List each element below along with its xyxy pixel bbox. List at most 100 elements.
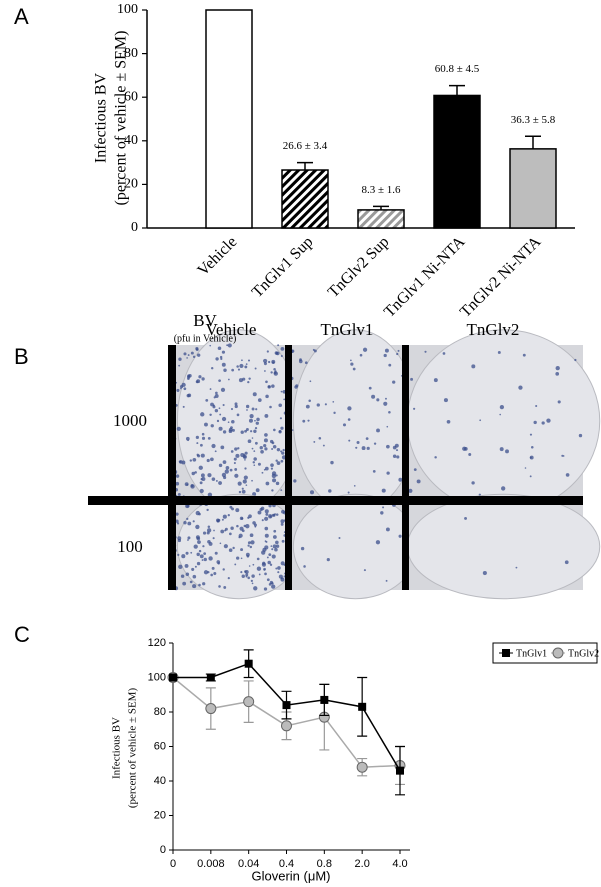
plaque (242, 377, 246, 381)
plaque (253, 523, 257, 527)
plaque (187, 536, 191, 540)
divider (88, 496, 583, 505)
plaque (195, 524, 200, 530)
plaque (238, 378, 244, 383)
photo-grid (88, 329, 601, 600)
bar (433, 94, 481, 229)
plaque (204, 422, 208, 427)
plaque (433, 378, 438, 383)
plaque (280, 354, 283, 358)
plaque (497, 350, 501, 354)
plaque (247, 541, 251, 545)
plaque (214, 408, 219, 413)
plaque (555, 365, 560, 371)
plaque (175, 481, 180, 486)
plaque (220, 387, 226, 392)
plaque (242, 454, 247, 459)
plaque (501, 486, 506, 491)
plaque (244, 467, 247, 470)
plaque (229, 532, 232, 536)
plaque (220, 529, 225, 534)
plaque (261, 550, 266, 555)
plaque (186, 393, 190, 398)
plaque (264, 447, 268, 451)
plaque (392, 454, 397, 458)
plaque (443, 398, 448, 403)
plaque (207, 525, 211, 529)
plaque (271, 584, 276, 589)
plaque (194, 471, 197, 474)
plaque (247, 381, 250, 384)
plaque (396, 455, 400, 459)
y-axis-label: (percent of vehicle ± SEM) (113, 31, 130, 206)
plaque (195, 435, 199, 439)
plaque (185, 436, 190, 441)
plaque (203, 552, 207, 556)
plaque (270, 467, 274, 470)
plaque (244, 570, 249, 574)
plaque (251, 582, 254, 585)
plaque (178, 460, 182, 464)
row-label: 1000 (113, 411, 147, 430)
plaque (221, 350, 226, 354)
plaque (256, 566, 262, 571)
plaque (191, 471, 195, 476)
plaque (265, 394, 269, 399)
plaque (250, 579, 253, 582)
plaque (239, 363, 244, 369)
plaque (210, 424, 214, 428)
plaque (199, 481, 203, 485)
plaque (273, 371, 277, 375)
plaque (352, 367, 356, 371)
plaque (366, 446, 370, 450)
plaque (365, 437, 369, 440)
plaque (350, 362, 354, 366)
plaque (271, 554, 276, 559)
plaque (240, 548, 244, 552)
plaque (218, 481, 222, 485)
plaque (192, 574, 197, 579)
plaque (318, 436, 322, 440)
plaque (269, 563, 273, 566)
plaque (263, 468, 266, 471)
plaque (245, 363, 248, 365)
plaque (265, 380, 268, 384)
plaque (255, 421, 259, 425)
plaque (184, 563, 189, 568)
plaque (265, 481, 270, 486)
plaque (293, 479, 297, 483)
plaque (220, 357, 223, 361)
plaque (257, 398, 262, 402)
plaque (228, 429, 233, 434)
plaque (264, 509, 269, 514)
bar (205, 9, 253, 229)
point (320, 695, 329, 704)
plaque (207, 492, 213, 497)
plaque (230, 450, 234, 453)
value-label: 60.8 ± 4.5 (435, 63, 480, 75)
plaque (250, 430, 253, 433)
plaque (234, 404, 238, 409)
plaque (309, 380, 312, 383)
plaque (215, 479, 218, 482)
plaque (515, 566, 518, 569)
plaque (309, 490, 315, 495)
divider (402, 345, 409, 590)
plaque (210, 573, 213, 577)
plaque (260, 506, 265, 511)
plaque (245, 404, 250, 409)
divider (285, 345, 292, 590)
plaque (332, 400, 335, 403)
plaque (322, 444, 325, 447)
plaque (192, 355, 196, 359)
plaque (561, 454, 564, 457)
point (282, 701, 291, 710)
plaque (208, 556, 213, 561)
plaque (210, 457, 214, 462)
plaque (225, 466, 230, 470)
plaque (219, 355, 223, 359)
plaque (279, 417, 282, 420)
plaque (222, 514, 227, 519)
plaque (271, 489, 274, 492)
y-tick-label: 20 (154, 809, 166, 821)
